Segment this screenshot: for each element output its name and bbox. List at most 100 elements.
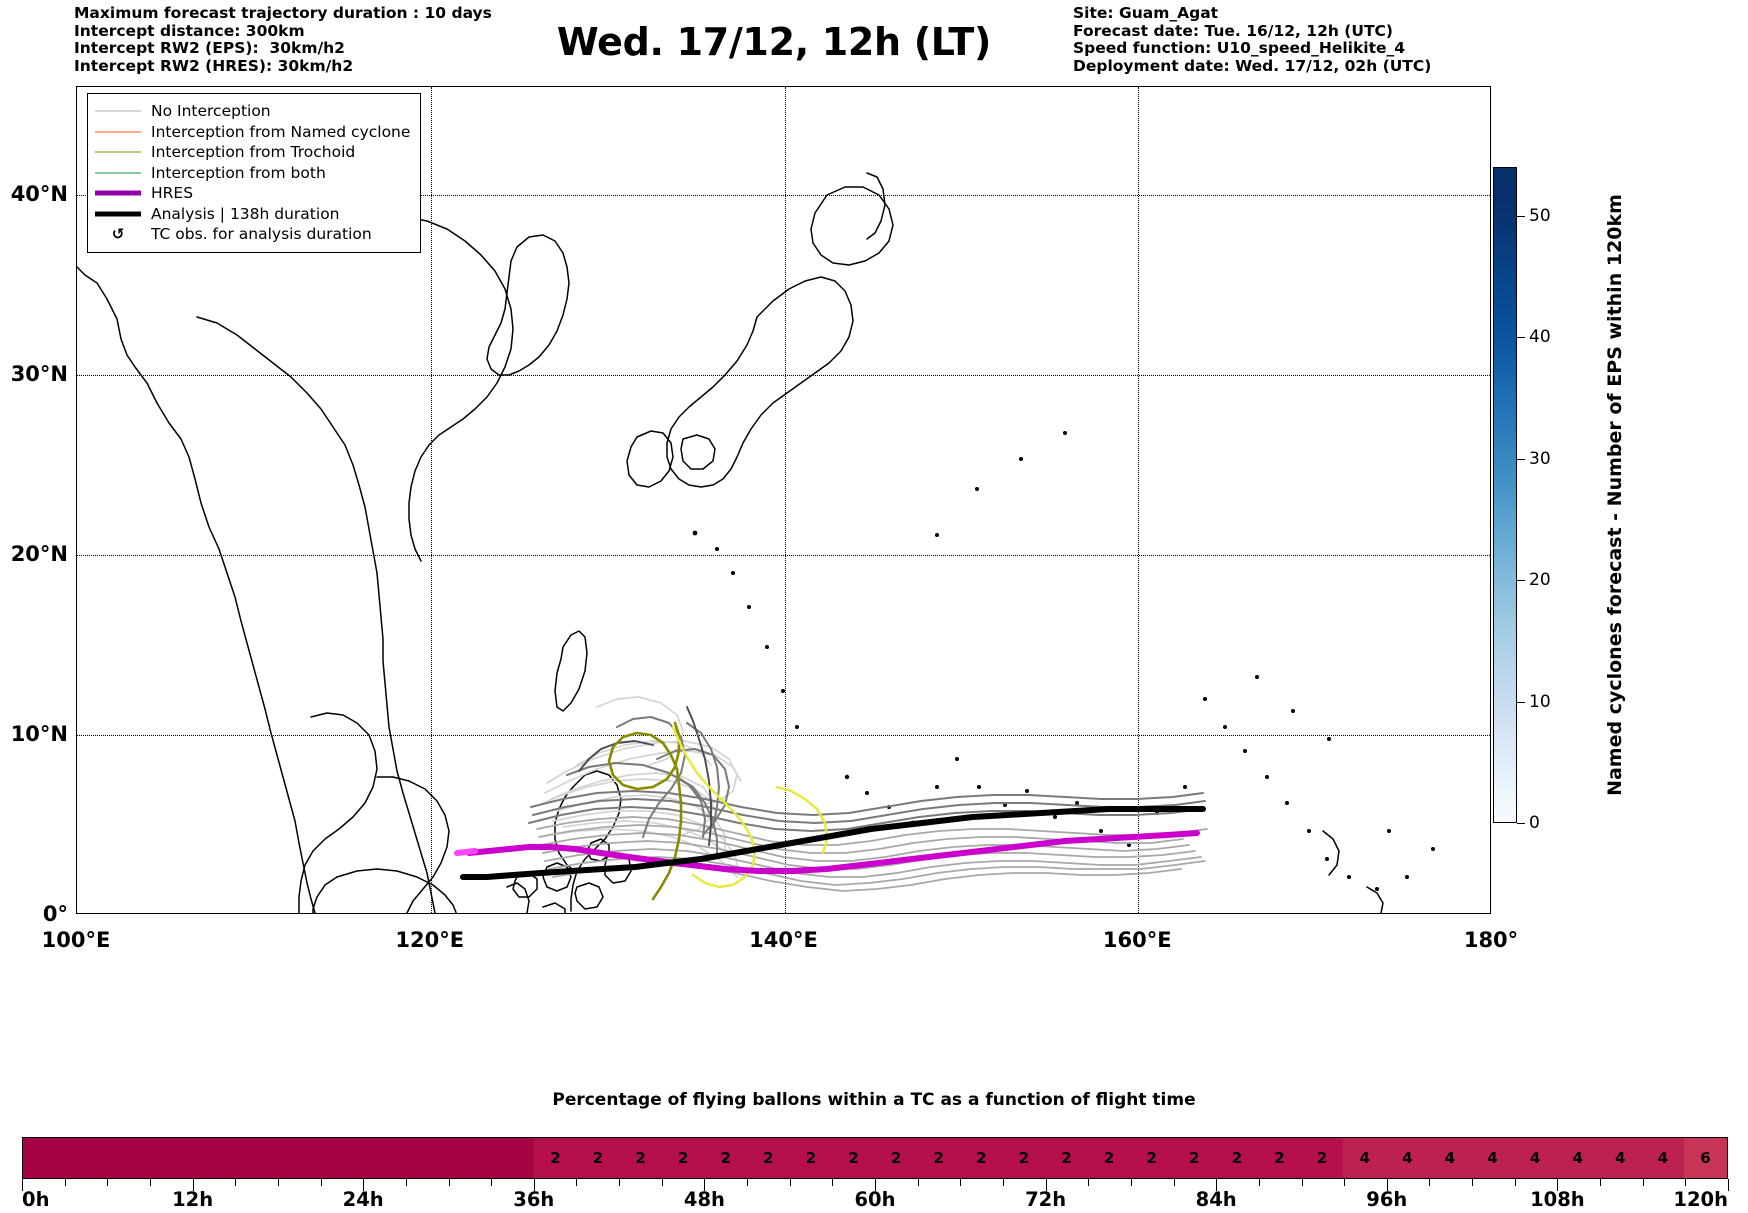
header-right-line-0: Site: Guam_Agat [1073, 4, 1219, 22]
header-right-metadata: Site: Guam_Agat Forecast date: Tue. 16/12… [1073, 4, 1431, 75]
percentage-axis-tick-48 [704, 1179, 706, 1191]
percentage-axis-tick-6 [107, 1179, 109, 1186]
percentage-axis-tick-120 [1728, 1179, 1729, 1191]
legend-line [95, 131, 141, 133]
percentage-axis-tick-69 [1002, 1179, 1004, 1186]
percentage-cell-108h: 4 [1556, 1138, 1599, 1178]
percentage-axis-tick-114 [1642, 1179, 1644, 1186]
percentage-cell-0h [23, 1138, 66, 1178]
legend-line-swatch [95, 104, 141, 118]
x-tick-180: 180° [1463, 928, 1519, 952]
percentage-axis-tick-12 [192, 1179, 194, 1191]
x-tick-120: 120°E [395, 928, 465, 952]
percentage-cell-99h: 4 [1428, 1138, 1472, 1178]
percentage-cell-87h: 2 [1258, 1138, 1301, 1178]
colorbar-ticklabel-50: 50 [1529, 205, 1551, 226]
colorbar-tick-50 [1517, 215, 1525, 217]
percentage-cell-36h: 2 [534, 1138, 577, 1178]
legend-item-label: Interception from both [151, 163, 326, 182]
percentage-axis-label-12: 12h [172, 1188, 214, 1211]
legend-item-3[interactable]: Interception from both [95, 163, 410, 184]
legend-line-swatch [95, 207, 141, 221]
percentage-cell-66h: 2 [960, 1138, 1003, 1178]
percentage-cell-57h: 2 [832, 1138, 875, 1178]
y-tick-10: 10°N [10, 722, 68, 746]
legend-line [95, 110, 141, 112]
page-title: Wed. 17/12, 12h (LT) [0, 20, 1748, 64]
percentage-axis-tick-72 [1045, 1179, 1047, 1191]
legend-item-2[interactable]: Interception from Trochoid [95, 142, 410, 163]
legend-item-6[interactable]: ↺ TC obs. for analysis duration [95, 224, 410, 245]
percentage-axis-tick-111 [1600, 1179, 1602, 1186]
percentage-axis-tick-108 [1557, 1179, 1559, 1191]
map-geometry [77, 172, 1435, 913]
legend-item-4[interactable]: HRES [95, 183, 410, 204]
y-tick-20: 20°N [10, 542, 68, 566]
coastlines-layer [77, 172, 1435, 913]
percentage-axis-tick-27 [405, 1179, 407, 1186]
percentage-axis-label-24: 24h [342, 1188, 384, 1211]
hres-track [466, 830, 1200, 874]
legend-item-1[interactable]: Interception from Named cyclone [95, 122, 410, 143]
legend-item-label: Interception from Named cyclone [151, 122, 411, 141]
percentage-axis-label-120: 120h [1673, 1188, 1728, 1211]
percentage-cell-51h: 2 [747, 1138, 790, 1178]
legend-item-label: HRES [151, 184, 194, 203]
legend-line [95, 190, 141, 196]
percentage-axis-tick-3 [64, 1179, 66, 1186]
colorbar-ticklabel-0: 0 [1529, 813, 1540, 833]
legend-item-label: Analysis | 138h duration [151, 204, 340, 223]
percentage-axis-tick-84 [1216, 1179, 1218, 1191]
percentage-cell-75h: 2 [1087, 1138, 1131, 1178]
percentage-axis-tick-66 [960, 1179, 962, 1186]
legend-line-swatch [95, 166, 141, 180]
percentage-axis-label-48: 48h [683, 1188, 725, 1211]
legend-item-label: Interception from Trochoid [151, 143, 356, 162]
percentage-axis-tick-45 [661, 1179, 663, 1186]
colorbar-ticklabel-40: 40 [1529, 327, 1551, 348]
header-left-line-1: Intercept distance: 300km [74, 21, 305, 40]
legend-item-5[interactable]: Analysis | 138h duration [95, 204, 410, 225]
percentage-cell-72h: 2 [1045, 1138, 1088, 1178]
percentage-axis-tick-102 [1472, 1179, 1474, 1186]
colorbar-tick-0 [1517, 823, 1525, 824]
legend-line-swatch [95, 186, 141, 200]
percentage-axis-tick-15 [235, 1179, 237, 1186]
percentage-axis-tick-21 [320, 1179, 322, 1186]
legend-line-swatch [95, 125, 141, 139]
legend-line-swatch [95, 145, 141, 159]
legend-line [95, 172, 141, 174]
map-plot-area: No Interception Interception from Named c… [76, 86, 1491, 914]
percentage-axis-tick-81 [1173, 1179, 1175, 1186]
map-legend[interactable]: No Interception Interception from Named c… [87, 93, 422, 253]
percentage-cell-102h: 4 [1471, 1138, 1514, 1178]
percentage-cell-48h: 2 [704, 1138, 748, 1178]
colorbar-gradient [1493, 167, 1517, 823]
percentage-cell-81h: 2 [1173, 1138, 1216, 1178]
percentage-cell-90h: 2 [1300, 1138, 1344, 1178]
legend-item-label: No Interception [151, 102, 271, 121]
x-tick-160: 160°E [1102, 928, 1172, 952]
percentage-cell-30h [448, 1138, 492, 1178]
percentage-axis-label-0: 0h [22, 1188, 50, 1211]
header-right-line-2: Speed function: U10_speed_Helikite_4 [1073, 39, 1406, 57]
percentage-axis-tick-117 [1685, 1179, 1687, 1186]
legend-item-0[interactable]: No Interception [95, 101, 410, 122]
y-tick-40: 40°N [10, 182, 68, 206]
percentage-axis-tick-42 [619, 1179, 621, 1186]
percentage-axis-tick-36 [533, 1179, 535, 1191]
legend-line [95, 211, 141, 217]
percentage-cell-27h [406, 1138, 449, 1178]
x-tick-140: 140°E [749, 928, 818, 952]
percentage-axis-tick-9 [149, 1179, 151, 1186]
percentage-axis-tick-24 [363, 1179, 365, 1191]
percentage-axis-tick-0 [22, 1179, 23, 1191]
colorbar-tick-40 [1517, 337, 1525, 339]
percentage-axis-tick-78 [1130, 1179, 1132, 1186]
percentage-cell-21h [321, 1138, 364, 1178]
percentage-cell-93h: 4 [1343, 1138, 1386, 1178]
header-left-line-0: Maximum forecast trajectory duration : 1… [74, 4, 492, 22]
percentage-axis-tick-93 [1344, 1179, 1346, 1186]
percentage-axis-tick-30 [448, 1179, 450, 1186]
percentage-axis-tick-57 [832, 1179, 834, 1186]
